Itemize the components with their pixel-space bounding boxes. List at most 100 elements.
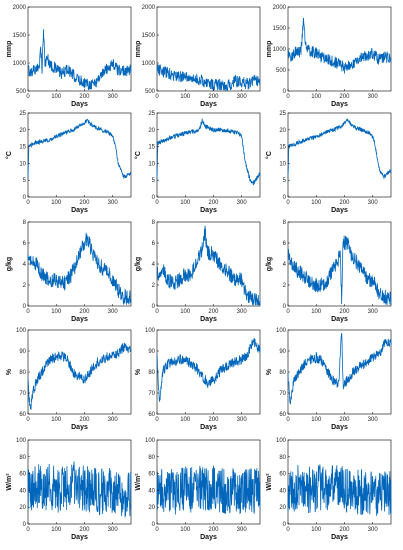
y-tick-label: 1500 <box>13 33 27 39</box>
y-tick-label: 6 <box>152 241 156 247</box>
x-tick-label: 0 <box>26 417 30 423</box>
y-tick-label: 0 <box>23 304 27 310</box>
y-tick-label: 40 <box>148 488 155 494</box>
series-line <box>27 232 132 306</box>
y-tick-label: 4 <box>283 262 287 268</box>
panel-5-2: 0 100 200 300 0 20 40 60 80 100 Days W/m² <box>135 438 261 541</box>
y-tick-label: 60 <box>19 412 26 418</box>
x-tick-label: 0 <box>286 200 290 206</box>
panel-4-3: 0 100 200 300 60 70 80 90 100 Days% <box>266 328 392 431</box>
y-tick-label: 60 <box>148 472 155 478</box>
y-axis-label: mmp <box>6 41 13 58</box>
x-tick-label: 0 <box>155 200 159 206</box>
x-tick-label: 300 <box>108 309 119 315</box>
x-tick-label: 300 <box>368 200 379 206</box>
x-tick-label: 200 <box>79 527 90 533</box>
y-tick-label: 0 <box>283 195 287 201</box>
y-tick-label: 10 <box>279 161 286 167</box>
y-tick-label: 15 <box>148 145 155 151</box>
series-line <box>156 225 261 306</box>
x-tick-label: 300 <box>108 200 119 206</box>
y-tick-label: 4 <box>152 262 156 268</box>
panel-1-2: 0 100 200 300 500 1000 1500 2000 Days mmp <box>135 5 261 108</box>
y-tick-label: 0 <box>152 522 156 528</box>
y-tick-label: 8 <box>283 220 287 226</box>
y-tick-label: 100 <box>276 328 287 334</box>
x-tick-label: 200 <box>208 309 219 315</box>
panel-2-3: 0 100 200 300 0 5 10 15 20 25 Days °C <box>265 111 392 214</box>
y-tick-label: 0 <box>23 195 27 201</box>
y-tick-label: 25 <box>279 111 286 117</box>
y-tick-label: 80 <box>19 455 26 461</box>
y-tick-label: 0 <box>152 195 156 201</box>
series-line <box>27 118 132 180</box>
x-tick-label: 100 <box>51 417 62 423</box>
y-tick-label: 60 <box>279 472 286 478</box>
x-tick-label: 200 <box>339 527 350 533</box>
x-tick-label: 300 <box>368 527 379 533</box>
y-tick-label: 5 <box>23 178 27 184</box>
plot-frame <box>287 221 392 307</box>
series-line <box>287 17 392 74</box>
y-axis-label: mmp <box>266 41 273 58</box>
x-tick-label: 300 <box>237 309 248 315</box>
x-tick-label: 100 <box>311 309 322 315</box>
y-tick-label: 20 <box>19 128 26 134</box>
panel-1-1: 0 100 200 300 500 1000 1500 2000 Days mmp <box>6 5 132 108</box>
x-axis-label: Days <box>71 534 88 541</box>
y-tick-label: 1000 <box>13 61 27 67</box>
y-tick-label: 1000 <box>273 47 287 53</box>
x-tick-label: 300 <box>368 94 379 100</box>
y-tick-label: 0 <box>283 522 287 528</box>
y-tick-label: 10 <box>148 161 155 167</box>
y-tick-label: 80 <box>279 370 286 376</box>
x-axis-label: Days <box>331 101 348 108</box>
x-tick-label: 100 <box>51 527 62 533</box>
y-tick-label: 20 <box>279 505 286 511</box>
x-tick-label: 0 <box>155 527 159 533</box>
y-axis-label: mmp <box>135 41 142 58</box>
series-line <box>287 464 392 516</box>
x-tick-label: 100 <box>51 94 62 100</box>
x-axis-label: Days <box>200 101 217 108</box>
y-axis-label: W/m² <box>6 473 13 491</box>
y-tick-label: 0 <box>283 89 287 95</box>
plot-frame <box>156 6 261 92</box>
y-tick-label: 8 <box>23 220 27 226</box>
y-axis-label: % <box>266 368 273 375</box>
plot-frame <box>27 329 132 415</box>
y-tick-label: 80 <box>148 455 155 461</box>
x-axis-label: Days <box>200 207 217 214</box>
x-tick-label: 100 <box>180 94 191 100</box>
panel-4-2: 0 100 200 300 60 70 80 90 100 Days% <box>135 328 261 431</box>
x-tick-label: 0 <box>286 309 290 315</box>
x-tick-label: 100 <box>311 200 322 206</box>
y-axis-label: W/m² <box>135 473 142 491</box>
y-tick-label: 0 <box>283 304 287 310</box>
x-tick-label: 200 <box>79 417 90 423</box>
y-tick-label: 500 <box>276 68 287 74</box>
y-tick-label: 5 <box>152 178 156 184</box>
x-tick-label: 300 <box>368 417 379 423</box>
y-tick-label: 100 <box>16 328 27 334</box>
panel-4-1: 0 100 200 300 60 70 80 90 100 Days% <box>6 328 132 431</box>
y-tick-label: 2 <box>152 283 156 289</box>
x-tick-label: 0 <box>26 309 30 315</box>
series-line <box>27 29 132 91</box>
y-tick-label: 25 <box>19 111 26 117</box>
x-tick-label: 200 <box>339 417 350 423</box>
x-tick-label: 200 <box>339 200 350 206</box>
y-tick-label: 40 <box>19 488 26 494</box>
x-tick-label: 300 <box>237 417 248 423</box>
y-tick-label: 4 <box>23 262 27 268</box>
y-tick-label: 15 <box>279 145 286 151</box>
x-axis-label: Days <box>71 424 88 431</box>
y-axis-label: % <box>135 368 142 375</box>
y-axis-label: g/kg <box>135 257 142 271</box>
y-axis-label: °C <box>5 151 13 159</box>
plot-frame <box>287 6 392 92</box>
y-tick-label: 80 <box>279 455 286 461</box>
y-tick-label: 60 <box>19 472 26 478</box>
series-line <box>287 118 392 179</box>
series-line <box>287 332 392 405</box>
